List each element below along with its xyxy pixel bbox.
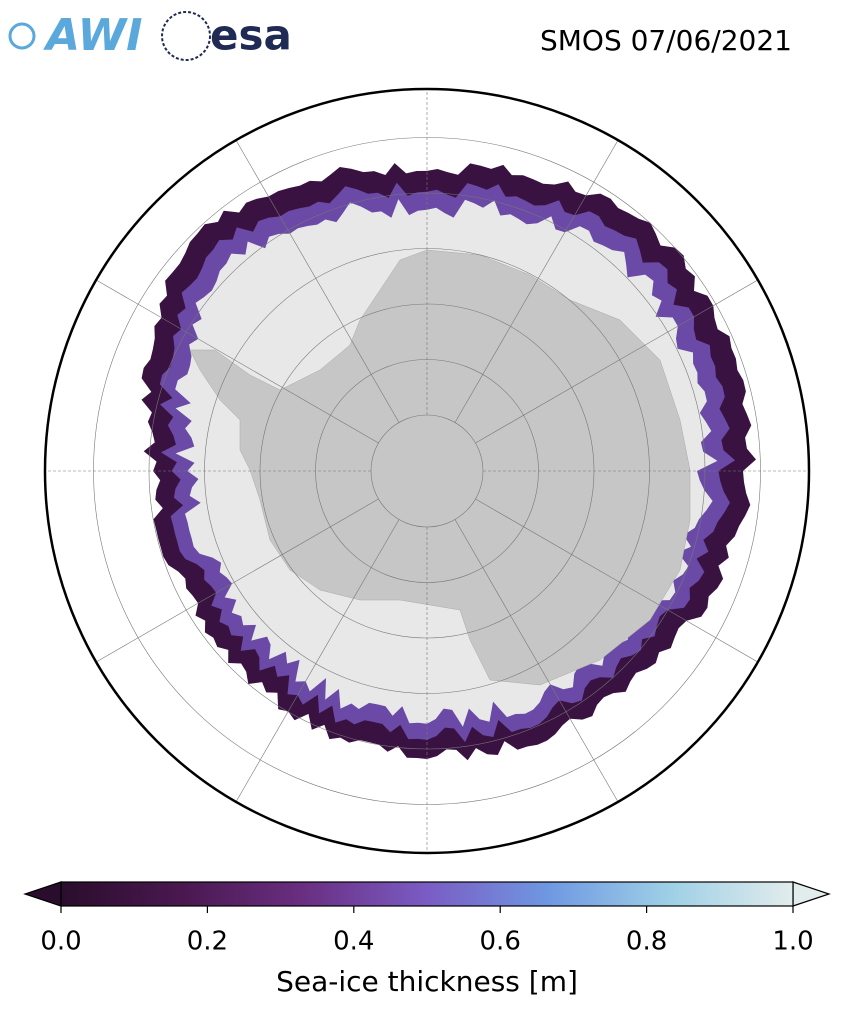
colorbar-extend-low: [23, 881, 62, 907]
graticule: [45, 89, 809, 853]
meridian: [226, 124, 400, 423]
esa-logo: esa: [161, 11, 292, 61]
colorbar: [23, 881, 831, 913]
meridian: [226, 519, 400, 818]
colorbar-extend-high: [792, 881, 831, 907]
meridian: [454, 519, 628, 818]
colorbar-tick-label: 0.8: [626, 927, 667, 957]
awi-logo: AWI: [8, 10, 143, 61]
esa-text: esa: [210, 11, 292, 60]
colorbar-tick-label: 0.4: [333, 927, 374, 957]
meridian: [80, 498, 379, 672]
meridian: [454, 124, 628, 423]
antarctica-land: [189, 249, 691, 686]
title: SMOS 07/06/2021: [540, 24, 792, 57]
map: [45, 89, 809, 853]
colorbar-bar: [60, 881, 794, 907]
colorbar-tick-label: 0.0: [40, 927, 81, 957]
meridian: [80, 270, 379, 444]
awi-text: AWI: [43, 10, 143, 61]
colorbar-tick-label: 0.2: [187, 927, 228, 957]
colorbar-tick-label: 0.6: [480, 927, 521, 957]
meridian: [475, 270, 774, 444]
colorbar-tick-label: 1.0: [772, 927, 813, 957]
map-frame: [43, 87, 811, 855]
meridian: [475, 498, 774, 672]
colorbar-label: Sea-ice thickness [m]: [276, 965, 578, 998]
